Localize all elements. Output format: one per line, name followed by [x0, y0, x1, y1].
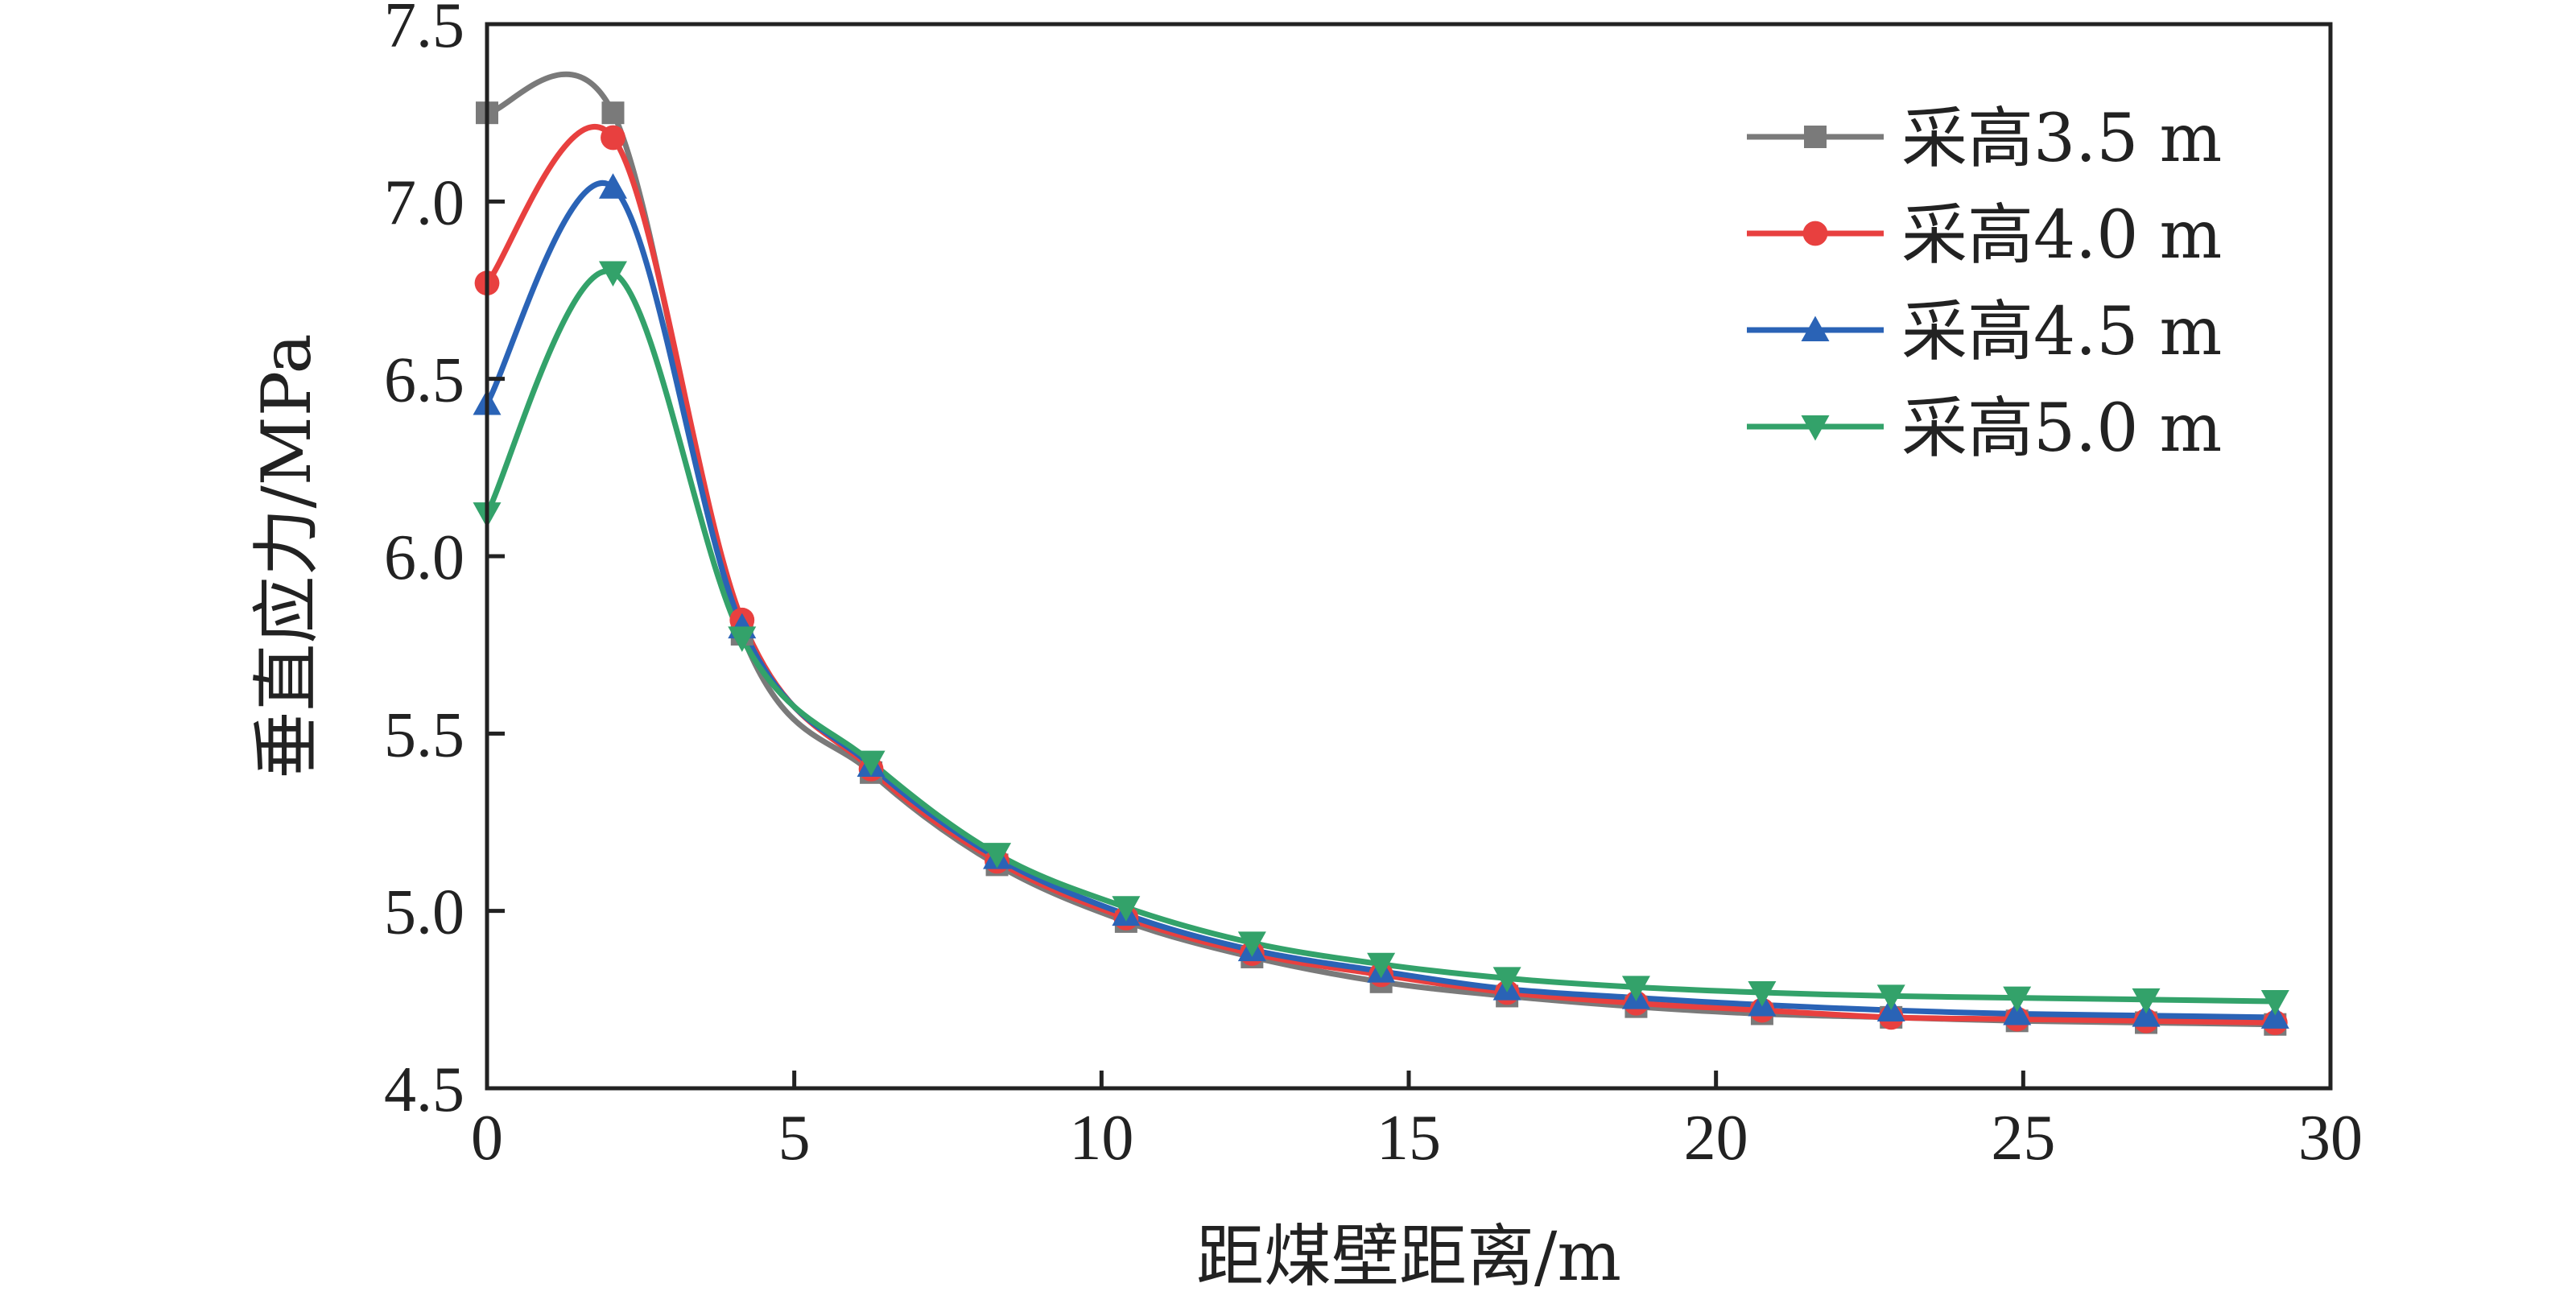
y-tick-label: 6.0	[384, 522, 464, 593]
data-point-series-4	[983, 843, 1012, 869]
x-tick-label: 5	[778, 1103, 811, 1174]
y-axis-title: 垂直应力/MPa	[247, 333, 326, 778]
data-point-series-4	[2260, 990, 2289, 1016]
legend-label: 采高4.0 m	[1901, 197, 2222, 274]
data-point-series-3	[2003, 999, 2032, 1025]
plot-area-frame	[485, 22, 2333, 1091]
legend-label: 采高5.0 m	[1901, 390, 2222, 467]
legend-marker	[1804, 126, 1827, 148]
data-point-series-3	[2132, 1001, 2161, 1027]
data-point-series-4	[1492, 967, 1521, 992]
y-tick-label: 5.5	[384, 699, 464, 770]
legend-marker	[1802, 221, 1828, 246]
data-point-series-4	[598, 261, 627, 287]
data-point-series-3	[598, 173, 627, 199]
x-axis: 0 5 10 15 20 25 30	[471, 1071, 2363, 1174]
x-tick-label: 10	[1069, 1103, 1133, 1174]
data-point-series-4	[1621, 976, 1650, 1001]
data-point-series-4	[857, 750, 886, 777]
y-axis: 4.5 5.0 5.5 6.0 6.5 7.0 7.5	[384, 0, 505, 1125]
data-point-series-3	[2260, 1003, 2289, 1029]
data-point-series-4	[2132, 988, 2161, 1014]
legend-label: 采高4.5 m	[1901, 294, 2222, 370]
data-point-series-4	[1367, 952, 1396, 979]
data-point-series-4	[1876, 984, 1905, 1010]
data-point-series-4	[1748, 981, 1777, 1007]
x-tick-label: 20	[1684, 1103, 1748, 1174]
legend: 采高3.5 m 采高4.0 m 采高4.5 m 采高5.0 m	[1747, 101, 2222, 467]
marker-layer	[473, 101, 2289, 1036]
y-tick-label: 7.0	[384, 167, 464, 238]
x-tick-label: 30	[2298, 1103, 2363, 1174]
data-point-series-4	[1112, 896, 1141, 922]
x-tick-label: 15	[1377, 1103, 1441, 1174]
x-axis-title: 距煤壁距离/m	[1196, 1217, 1621, 1296]
data-point-series-4	[2003, 986, 2032, 1013]
data-point-series-4	[728, 626, 757, 652]
data-point-series-4	[1237, 931, 1266, 957]
series-line-4	[487, 268, 2276, 1005]
legend-marker	[1801, 415, 1830, 441]
legend-label: 采高3.5 m	[1901, 101, 2222, 177]
y-tick-label: 6.5	[384, 345, 464, 416]
x-tick-label: 25	[1991, 1103, 2055, 1174]
x-tick-label: 0	[471, 1103, 503, 1174]
y-tick-label: 7.5	[384, 0, 464, 61]
data-point-series-1	[601, 101, 625, 125]
y-tick-label: 5.0	[384, 877, 464, 948]
y-tick-label: 4.5	[384, 1054, 464, 1125]
data-point-series-2	[601, 125, 625, 151]
legend-marker	[1801, 316, 1830, 341]
